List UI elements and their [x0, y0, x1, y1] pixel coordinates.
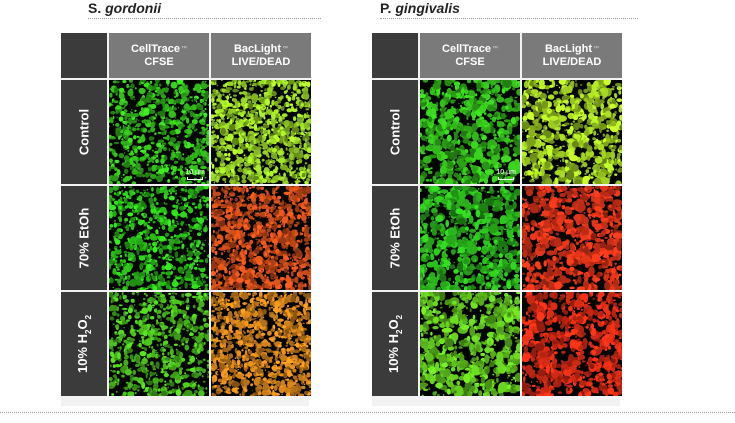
scale-bar: 10 µm	[185, 169, 205, 180]
fluorescence-micrograph	[522, 186, 622, 290]
column-header-line1: BacLight™	[234, 43, 288, 56]
panel-title-s-gordonii: S. gordonii	[88, 0, 161, 16]
row-header: 10% H2O2	[372, 292, 418, 396]
row-header: 70% EtOh	[61, 186, 107, 290]
fluorescence-micrograph: 10 µm	[109, 80, 209, 184]
fluorescence-micrograph	[211, 80, 311, 184]
column-header-line2: LIVE/DEAD	[542, 55, 602, 68]
subscript: 2	[83, 329, 93, 334]
stain-name: BacLight	[544, 42, 593, 55]
treatment-label: 70% EtOh	[387, 207, 403, 269]
treatment-label: Control	[76, 108, 92, 156]
subscript: 2	[394, 314, 404, 320]
panel-species: gordonii	[105, 0, 162, 16]
trademark-symbol: ™	[180, 45, 187, 52]
column-header-line1: BacLight™	[545, 43, 599, 56]
title-divider	[88, 18, 321, 19]
stain-name: CellTrace	[442, 42, 491, 55]
panel-grid-p-gingivalis: CellTrace™ CFSE BacLight™ LIVE/DEAD Control 1…	[372, 33, 622, 406]
treatment-label: 10% H2O2	[75, 315, 93, 373]
column-header-line1: CellTrace™	[442, 43, 498, 56]
treatment-label-text: 10% H	[75, 334, 91, 374]
fluorescence-micrograph	[109, 292, 209, 396]
fluorescence-micrograph	[420, 292, 520, 396]
stain-name: BacLight	[233, 42, 282, 55]
column-header: BacLight™ LIVE/DEAD	[211, 33, 311, 78]
fluorescence-micrograph	[522, 292, 622, 396]
title-divider	[380, 18, 638, 19]
treatment-label: Control	[387, 108, 403, 156]
scale-bar-label: 10 µm	[496, 169, 516, 176]
subscript: 2	[83, 314, 93, 320]
trademark-symbol: ™	[491, 45, 498, 52]
stain-name: CellTrace	[131, 42, 180, 55]
column-header: CellTrace™ CFSE	[420, 33, 520, 78]
column-header: CellTrace™ CFSE	[109, 33, 209, 78]
treatment-label-text: 10% H	[386, 334, 402, 374]
bottom-divider	[0, 412, 735, 413]
column-header-line1: CellTrace™	[131, 43, 187, 56]
treatment-label: 70% EtOh	[76, 207, 92, 269]
scale-bar-line	[187, 177, 204, 180]
trademark-symbol: ™	[593, 45, 600, 52]
panel-genus: P.	[380, 0, 392, 16]
scale-bar: 10 µm	[496, 169, 516, 180]
column-header-line2: CFSE	[455, 55, 485, 68]
fluorescence-micrograph	[420, 186, 520, 290]
panel-grid-s-gordonii: CellTrace™ CFSE BacLight™ LIVE/DEAD Control 1…	[61, 33, 311, 406]
panel-genus: S.	[88, 0, 102, 16]
fluorescence-micrograph: 10 µm	[420, 80, 520, 184]
row-header: 10% H2O2	[61, 292, 107, 396]
scale-bar-label: 10 µm	[185, 169, 205, 176]
subscript: 2	[394, 329, 404, 334]
row-header: 70% EtOh	[372, 186, 418, 290]
fluorescence-micrograph	[211, 292, 311, 396]
panel-title-p-gingivalis: P. gingivalis	[380, 0, 460, 16]
header-corner	[61, 33, 107, 78]
fluorescence-micrograph	[211, 186, 311, 290]
fluorescence-micrograph	[109, 186, 209, 290]
row-header: Control	[61, 80, 107, 184]
column-header-line2: CFSE	[144, 55, 174, 68]
treatment-label-text: O	[75, 319, 91, 330]
panel-species: gingivalis	[395, 0, 460, 16]
row-header: Control	[372, 80, 418, 184]
treatment-label-text: O	[386, 319, 402, 330]
fluorescence-micrograph	[522, 80, 622, 184]
column-header: BacLight™ LIVE/DEAD	[522, 33, 622, 78]
treatment-label: 10% H2O2	[386, 315, 404, 373]
trademark-symbol: ™	[282, 45, 289, 52]
column-header-line2: LIVE/DEAD	[231, 55, 291, 68]
scale-bar-line	[498, 177, 515, 180]
header-corner	[372, 33, 418, 78]
